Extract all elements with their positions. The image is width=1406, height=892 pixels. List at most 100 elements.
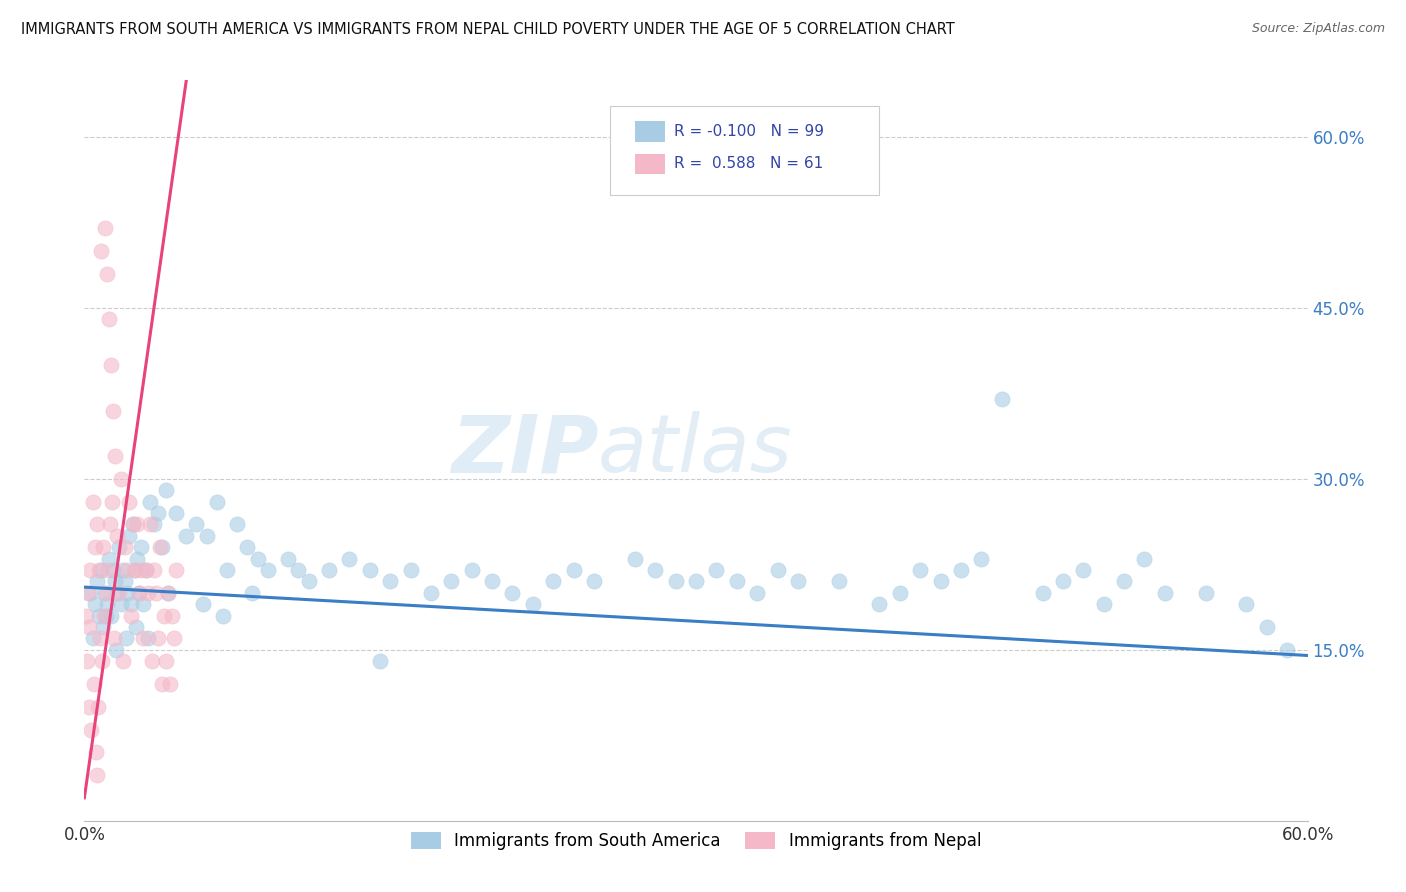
Text: ZIP: ZIP	[451, 411, 598, 490]
Point	[94, 608, 117, 623]
Point	[83, 541, 105, 555]
Point	[105, 529, 128, 543]
Point	[138, 517, 160, 532]
Text: Source: ZipAtlas.com: Source: ZipAtlas.com	[1251, 22, 1385, 36]
Point	[127, 517, 149, 532]
Point	[105, 586, 128, 600]
Point	[79, 563, 101, 577]
Text: R = -0.100   N = 99: R = -0.100 N = 99	[673, 124, 824, 139]
Point	[543, 574, 565, 589]
Point	[1052, 574, 1074, 589]
Point	[77, 699, 100, 714]
Point	[1032, 586, 1054, 600]
Point	[706, 563, 728, 577]
Point	[153, 608, 176, 623]
Point	[155, 654, 177, 668]
Point	[104, 574, 127, 589]
Point	[146, 632, 169, 646]
Point	[120, 597, 142, 611]
Point	[84, 745, 107, 759]
Point	[101, 403, 124, 417]
Point	[114, 541, 136, 555]
Point	[93, 586, 115, 600]
Point	[128, 586, 150, 600]
Point	[90, 563, 112, 577]
Point	[159, 677, 181, 691]
Point	[1073, 563, 1095, 577]
Point	[522, 597, 544, 611]
Point	[562, 563, 585, 577]
Point	[97, 551, 120, 566]
Point	[124, 563, 146, 577]
Point	[97, 312, 120, 326]
Point	[380, 574, 402, 589]
Point	[766, 563, 789, 577]
Point	[583, 574, 606, 589]
Point	[287, 563, 309, 577]
Point	[101, 494, 124, 508]
Point	[115, 632, 138, 646]
Point	[104, 642, 127, 657]
Point	[122, 517, 145, 532]
Point	[128, 586, 150, 600]
Point	[93, 221, 115, 235]
Point	[86, 517, 108, 532]
Point	[86, 699, 108, 714]
Point	[112, 563, 135, 577]
Point	[76, 654, 98, 668]
Point	[79, 620, 101, 634]
Legend: Immigrants from South America, Immigrants from Nepal: Immigrants from South America, Immigrant…	[404, 825, 988, 856]
Point	[135, 563, 157, 577]
Point	[149, 541, 172, 555]
Point	[101, 563, 124, 577]
Point	[725, 574, 748, 589]
Point	[104, 449, 127, 463]
Point	[131, 563, 153, 577]
Point	[75, 608, 97, 623]
Point	[82, 632, 104, 646]
Point	[124, 563, 146, 577]
Point	[165, 506, 187, 520]
Point	[83, 677, 105, 691]
Text: IMMIGRANTS FROM SOUTH AMERICA VS IMMIGRANTS FROM NEPAL CHILD POVERTY UNDER THE A: IMMIGRANTS FROM SOUTH AMERICA VS IMMIGRA…	[21, 22, 955, 37]
Point	[136, 632, 159, 646]
Point	[195, 529, 218, 543]
Point	[970, 551, 993, 566]
Point	[108, 586, 131, 600]
Point	[150, 677, 173, 691]
Point	[118, 529, 141, 543]
Point	[110, 597, 132, 611]
Point	[90, 244, 112, 259]
Point	[125, 620, 148, 634]
Point	[318, 563, 340, 577]
Point	[440, 574, 463, 589]
Point	[141, 654, 163, 668]
Point	[910, 563, 932, 577]
Point	[96, 597, 118, 611]
Point	[115, 586, 138, 600]
Point	[115, 563, 138, 577]
Point	[155, 483, 177, 498]
Point	[138, 494, 160, 508]
Point	[127, 551, 149, 566]
Point	[889, 586, 911, 600]
Point	[298, 574, 321, 589]
Point	[97, 563, 120, 577]
Point	[83, 597, 105, 611]
Point	[236, 541, 259, 555]
Point	[205, 494, 228, 508]
Text: R =  0.588   N = 61: R = 0.588 N = 61	[673, 156, 823, 171]
Point	[399, 563, 422, 577]
Point	[257, 563, 280, 577]
Point	[339, 551, 361, 566]
Point	[1114, 574, 1136, 589]
FancyBboxPatch shape	[610, 106, 880, 195]
Point	[277, 551, 299, 566]
Point	[80, 723, 103, 737]
Point	[1133, 551, 1156, 566]
Point	[368, 654, 391, 668]
Point	[174, 529, 197, 543]
Point	[869, 597, 891, 611]
Point	[163, 632, 186, 646]
Bar	[636, 121, 665, 142]
